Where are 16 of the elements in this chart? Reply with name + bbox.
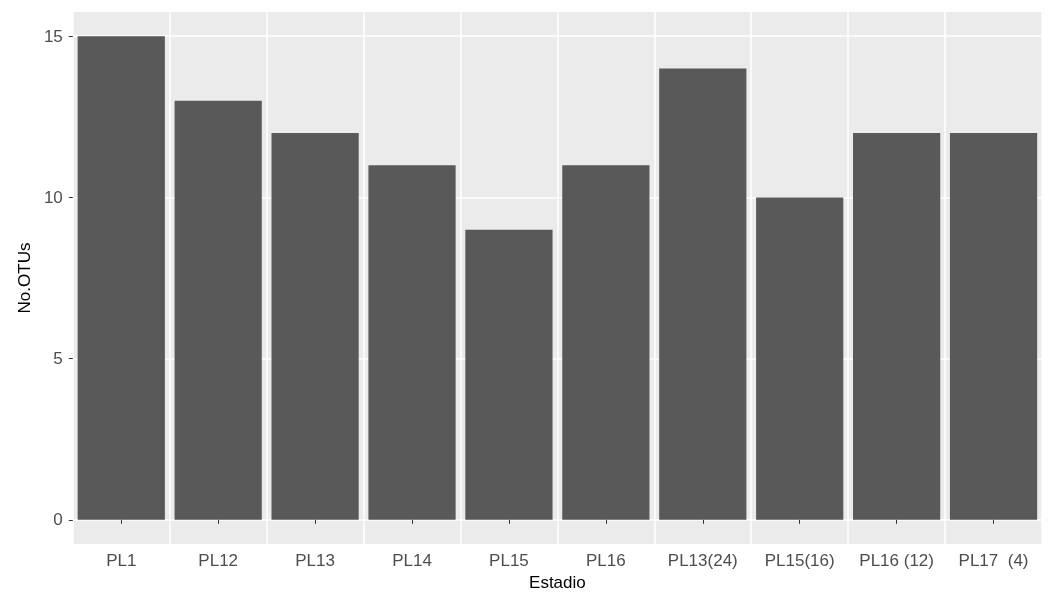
y-tick-label: 5 <box>53 349 63 369</box>
x-tick-label: PL1 <box>106 551 137 570</box>
y-tick-label: 10 <box>43 187 63 207</box>
x-tick-label: PL15(16) <box>764 551 835 570</box>
x-tick-label: PL16 (12) <box>859 551 934 570</box>
x-tick-label: PL17 (4) <box>958 551 1029 570</box>
x-tick-label: PL16 <box>586 551 626 570</box>
y-tick-label: 0 <box>53 510 63 530</box>
y-axis-title: No.OTUs <box>15 242 34 314</box>
x-axis-title: Estadio <box>529 573 586 592</box>
x-tick-label: PL12 <box>198 551 239 570</box>
x-tick-label: PL15 <box>489 551 529 570</box>
x-tick-label: PL14 <box>392 551 432 570</box>
x-tick-label: PL13 <box>295 551 335 570</box>
y-tick-label: 15 <box>43 26 63 46</box>
x-tick-label: PL13(24) <box>667 551 738 570</box>
